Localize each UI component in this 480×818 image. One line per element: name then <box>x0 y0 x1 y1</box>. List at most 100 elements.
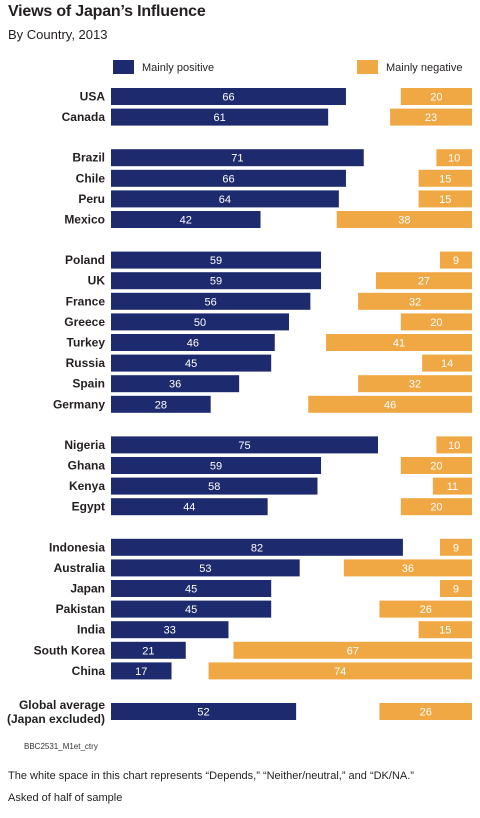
value-label-negative-australia: 36 <box>402 563 414 575</box>
bar-negative-turkey <box>326 334 472 351</box>
category-label-france: France <box>66 294 106 308</box>
category-label-china: China <box>72 664 106 678</box>
category-label-russia: Russia <box>66 356 106 370</box>
value-label-positive-japan: 45 <box>185 584 197 596</box>
bar-negative-russia <box>422 354 472 372</box>
value-label-negative-nigeria: 10 <box>448 440 460 452</box>
category-label-nigeria: Nigeria <box>64 438 105 452</box>
bar-negative-india <box>418 621 472 639</box>
value-label-negative-egypt: 20 <box>430 502 442 514</box>
bar-negative-mexico <box>336 211 472 228</box>
value-label-positive-canada: 61 <box>213 112 225 124</box>
bar-negative-egypt <box>400 498 472 516</box>
bar-positive-germany <box>111 395 211 413</box>
bar-negative-japan <box>439 580 472 597</box>
legend: Mainly positive Mainly negative <box>113 60 462 74</box>
value-label-positive-germany: 28 <box>155 399 167 411</box>
category-label-global-average-line2: (Japan excluded) <box>7 712 105 726</box>
value-label-negative-uk: 27 <box>418 276 430 288</box>
bar-positive-spain <box>111 375 240 393</box>
bar-negative-south-korea <box>233 641 472 659</box>
category-label-spain: Spain <box>72 377 105 391</box>
bar-negative-china <box>208 662 472 680</box>
bar-negative-usa <box>400 88 472 105</box>
value-label-positive-france: 56 <box>205 296 217 308</box>
value-label-negative-japan: 9 <box>453 584 459 596</box>
value-label-positive-egypt: 44 <box>183 502 195 514</box>
value-label-positive-indonesia: 82 <box>251 542 263 554</box>
value-label-negative-global-average: 26 <box>420 707 432 719</box>
bar-positive-indonesia <box>111 538 403 556</box>
legend-label-negative: Mainly negative <box>386 62 462 74</box>
value-label-negative-poland: 9 <box>453 255 459 267</box>
value-label-negative-russia: 14 <box>441 358 453 370</box>
bar-positive-kenya <box>111 477 318 495</box>
category-label-kenya: Kenya <box>69 479 105 493</box>
bar-negative-kenya <box>432 477 472 495</box>
bar-negative-chile <box>418 169 472 187</box>
value-label-negative-south-korea: 67 <box>347 645 359 657</box>
bar-positive-mexico <box>111 211 261 228</box>
value-label-negative-canada: 23 <box>425 112 437 124</box>
value-label-positive-nigeria: 75 <box>238 440 250 452</box>
bar-positive-greece <box>111 313 289 331</box>
bar-negative-canada <box>390 108 472 126</box>
value-label-negative-france: 32 <box>409 296 421 308</box>
bar-negative-global-average <box>379 703 472 720</box>
bar-positive-global-average <box>111 703 297 720</box>
bar-positive-brazil <box>111 149 364 167</box>
value-label-negative-spain: 32 <box>409 379 421 391</box>
value-label-positive-south-korea: 21 <box>142 645 154 657</box>
value-label-positive-greece: 50 <box>194 317 206 329</box>
value-label-negative-mexico: 38 <box>398 215 410 227</box>
value-label-positive-chile: 66 <box>222 173 234 185</box>
category-label-uk: UK <box>88 274 106 288</box>
category-label-indonesia: Indonesia <box>49 540 105 554</box>
bars: USA 66 20 Canada 61 23 Brazil 71 10 Chile 66 15 Peru… <box>7 88 472 726</box>
value-label-negative-germany: 46 <box>384 399 396 411</box>
bar-negative-peru <box>418 190 472 208</box>
chart-subtitle: By Country, 2013 <box>8 27 108 42</box>
footnote-note: The white space in this chart represents… <box>8 770 414 782</box>
value-label-positive-usa: 66 <box>222 92 234 104</box>
value-label-negative-kenya: 11 <box>447 481 458 493</box>
value-label-positive-uk: 59 <box>210 276 222 288</box>
category-label-poland: Poland <box>65 253 105 267</box>
bar-positive-china <box>111 662 172 680</box>
value-label-negative-peru: 15 <box>439 194 451 206</box>
value-label-negative-greece: 20 <box>430 317 442 329</box>
category-label-usa: USA <box>80 90 106 104</box>
value-label-negative-chile: 15 <box>439 173 451 185</box>
legend-swatch-negative <box>357 60 378 74</box>
bar-positive-usa <box>111 88 346 105</box>
value-label-positive-poland: 59 <box>210 255 222 267</box>
value-label-positive-ghana: 59 <box>210 461 222 473</box>
bar-negative-ghana <box>400 457 472 474</box>
category-label-greece: Greece <box>64 315 105 329</box>
value-label-positive-australia: 53 <box>199 563 211 575</box>
value-label-negative-india: 15 <box>439 625 451 637</box>
category-label-turkey: Turkey <box>67 336 106 350</box>
bar-positive-australia <box>111 559 300 577</box>
category-label-mexico: Mexico <box>64 213 105 227</box>
value-label-positive-india: 33 <box>164 625 176 637</box>
chart-title: Views of Japan’s Influence <box>8 3 206 20</box>
value-label-positive-pakistan: 45 <box>185 604 197 616</box>
category-label-south-korea: South Korea <box>34 643 106 657</box>
category-label-brazil: Brazil <box>72 151 105 165</box>
value-label-negative-pakistan: 26 <box>420 604 432 616</box>
category-label-japan: Japan <box>70 582 105 596</box>
legend-swatch-positive <box>113 60 134 74</box>
category-label-germany: Germany <box>53 397 105 411</box>
bar-positive-canada <box>111 108 329 126</box>
bar-negative-nigeria <box>436 436 472 454</box>
bar-positive-turkey <box>111 334 275 351</box>
bar-positive-pakistan <box>111 600 272 618</box>
value-label-positive-kenya: 58 <box>208 481 220 493</box>
bar-positive-nigeria <box>111 436 378 454</box>
bar-positive-russia <box>111 354 272 372</box>
value-label-positive-peru: 64 <box>219 194 231 206</box>
value-label-positive-spain: 36 <box>169 379 181 391</box>
bar-positive-india <box>111 621 229 639</box>
